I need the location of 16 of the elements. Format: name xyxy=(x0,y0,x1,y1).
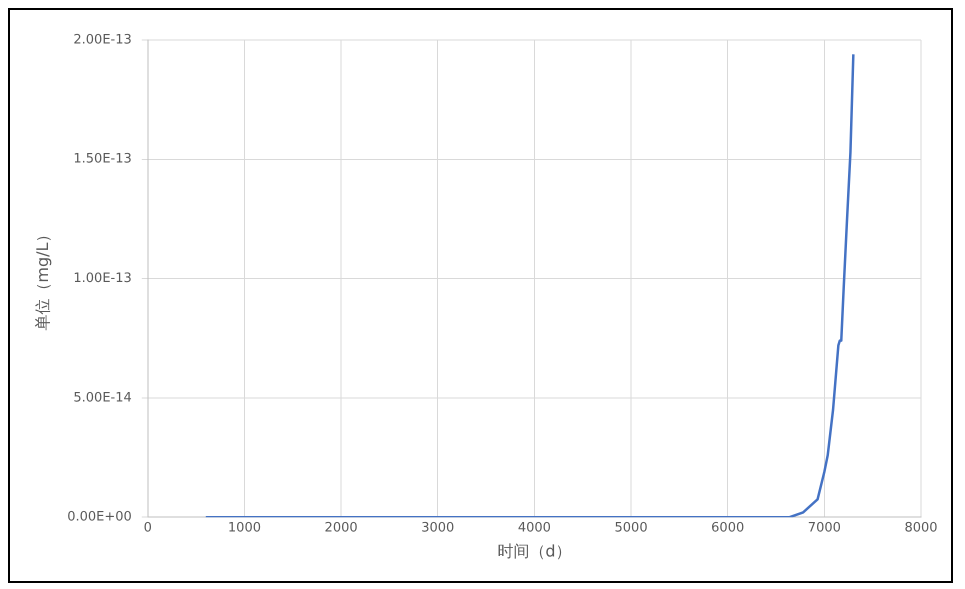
y-tick-label: 1.50E-13 xyxy=(73,152,132,167)
x-tick-label: 0 xyxy=(144,520,152,536)
y-tick-label: 0.00E+00 xyxy=(67,510,132,525)
x-axis-title: 时间（d） xyxy=(497,542,572,561)
x-tick-label: 4000 xyxy=(518,520,551,536)
x-tick-label: 7000 xyxy=(808,520,841,536)
y-tick-label: 2.00E-13 xyxy=(73,32,132,48)
y-axis-title: 单位（mg/L） xyxy=(32,226,52,331)
x-tick-label: 6000 xyxy=(711,520,744,536)
x-tick-label: 3000 xyxy=(421,520,454,536)
x-tick-label: 8000 xyxy=(904,520,938,536)
y-tick-label: 5.00E-14 xyxy=(73,390,132,406)
y-tick-label: 1.00E-13 xyxy=(73,270,132,286)
x-tick-label: 1000 xyxy=(228,520,261,536)
x-tick-label: 5000 xyxy=(614,520,648,536)
x-tick-label: 2000 xyxy=(324,520,358,536)
